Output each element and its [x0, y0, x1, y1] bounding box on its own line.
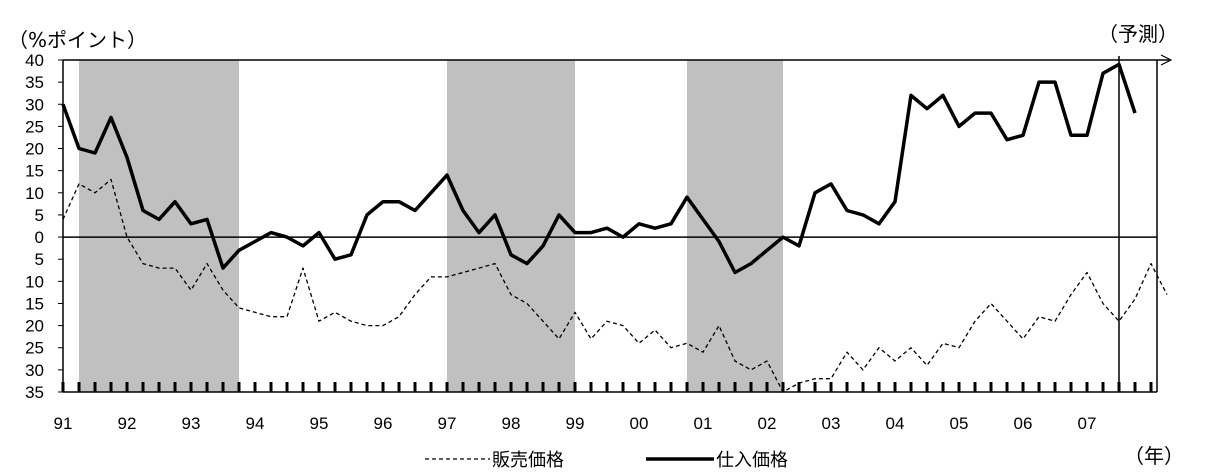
y-tick-label: 25: [25, 117, 44, 136]
x-tick-label: 06: [1014, 414, 1033, 433]
series-line-sales-price: [62, 178, 1168, 393]
y-tick-label: 0: [35, 228, 44, 247]
x-tick-label: 01: [694, 414, 713, 433]
x-tick-label: 99: [566, 414, 585, 433]
y-axis-ticks: 40 35 30 25 20 15 10 5 0 5 10 15 20 25 30 35: [25, 51, 63, 402]
x-tick-label: 02: [758, 414, 777, 433]
y-tick-label: 20: [25, 140, 44, 159]
y-tick-label: 30: [25, 361, 44, 380]
x-tick-label: 93: [182, 414, 201, 433]
x-tick-label: 92: [118, 414, 137, 433]
legend-label-purchase-price: 仕入価格: [716, 450, 788, 471]
shaded-period-0: [79, 60, 239, 392]
series-line-purchase-price: [61, 62, 1137, 275]
y-tick-label: 25: [25, 339, 44, 358]
x-tick-label: 05: [950, 414, 969, 433]
y-tick-label: 20: [25, 317, 44, 336]
x-tick-label: 95: [310, 414, 329, 433]
x-axis-ticks: 91 92 93 94 95 96 97 98 99 00 01 02 03 04 05 06 07: [54, 414, 1097, 433]
y-tick-label: 35: [25, 73, 44, 92]
legend-label-sales-price: 販売価格: [492, 450, 564, 471]
x-tick-label: 97: [438, 414, 457, 433]
y-axis-label: （%ポイント）: [8, 28, 148, 52]
x-tick-label: 07: [1078, 414, 1097, 433]
x-tick-label: 98: [502, 414, 521, 433]
y-tick-label: 5: [35, 250, 44, 269]
y-tick-label: 10: [25, 184, 44, 203]
y-tick-label: 35: [25, 383, 44, 402]
y-tick-label: 15: [25, 294, 44, 313]
shaded-period-2: [687, 60, 783, 392]
x-tick-label: 00: [630, 414, 649, 433]
y-tick-label: 40: [25, 51, 44, 70]
x-tick-label: 91: [54, 414, 73, 433]
x-axis-unit-label: （年）: [1124, 444, 1184, 468]
forecast-label: （予測）: [1098, 22, 1178, 46]
x-tick-label: 94: [246, 414, 265, 433]
top-axis-arrowhead: [1160, 54, 1173, 66]
shaded-period-1: [447, 60, 575, 392]
y-tick-label: 10: [25, 272, 44, 291]
y-tick-label: 5: [35, 206, 44, 225]
recession-shading: [79, 60, 783, 392]
y-tick-label: 15: [25, 162, 44, 181]
x-tick-label: 96: [374, 414, 393, 433]
bottom-tick-marks: [61, 382, 1153, 392]
x-tick-label: 03: [822, 414, 841, 433]
y-tick-label: 30: [25, 95, 44, 114]
x-tick-label: 04: [886, 414, 905, 433]
series-lines: [61, 62, 1168, 393]
